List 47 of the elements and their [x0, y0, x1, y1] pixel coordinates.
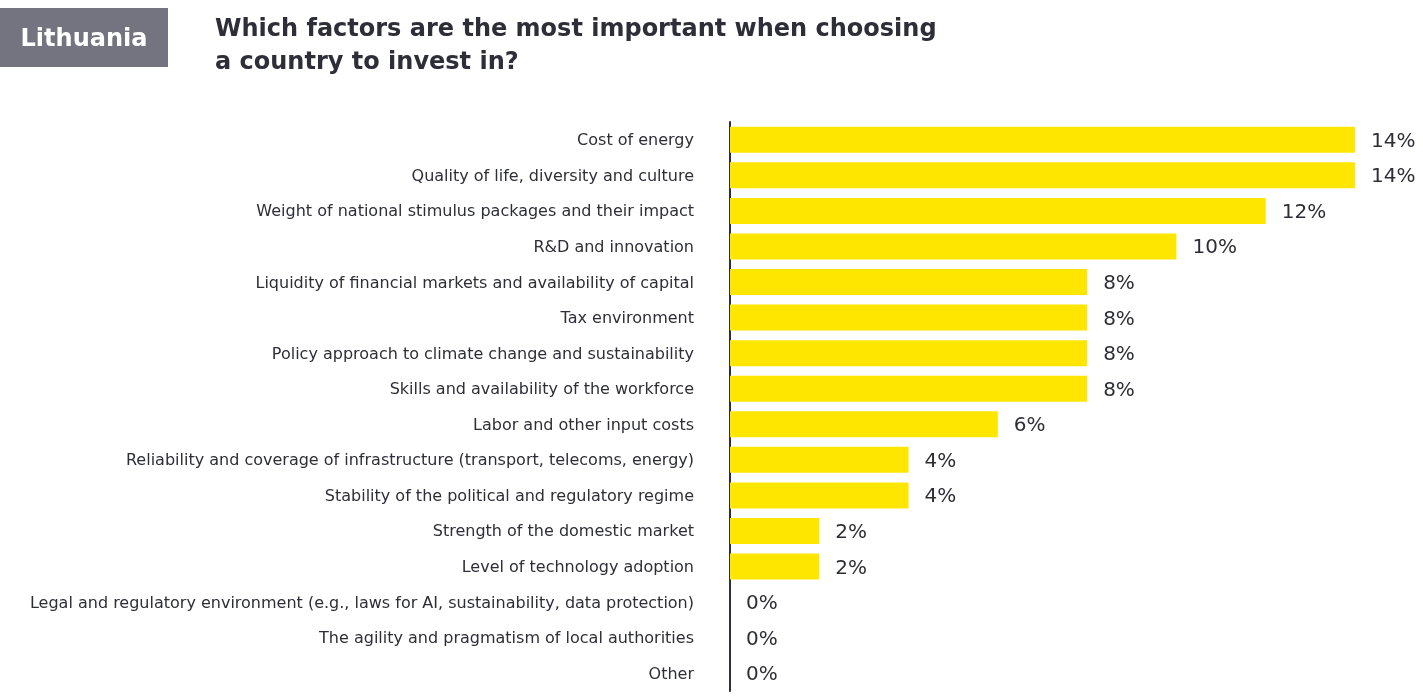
y-tick-label: Tax environment: [559, 308, 694, 328]
data-label: 2%: [835, 554, 868, 579]
y-tick-label: Policy approach to climate change and sustainability: [271, 343, 694, 363]
bar: [730, 162, 1355, 189]
y-tick-label: Stability of the political and regulatory regime: [324, 485, 694, 505]
bar: [730, 197, 1266, 224]
bar: [730, 411, 998, 438]
data-label: 8%: [1103, 376, 1135, 401]
bar: [730, 340, 1088, 367]
data-label: 8%: [1103, 270, 1135, 295]
y-tick-label: Legal and regulatory environment (e.g., laws for AI, sustainability, data protection): [29, 592, 694, 612]
y-tick-label: Other: [648, 663, 695, 683]
y-tick-label: Skills and availability of the workforce: [389, 379, 694, 399]
bar: [730, 126, 1355, 153]
data-label: 14%: [1371, 163, 1416, 188]
bar: [730, 304, 1088, 331]
data-label: 0%: [746, 625, 778, 650]
data-label: 12%: [1281, 198, 1327, 223]
data-label: 8%: [1103, 305, 1135, 330]
data-label: 14%: [1371, 127, 1416, 152]
bar: [730, 553, 820, 580]
data-label: 6%: [1013, 412, 1046, 437]
data-label: 0%: [746, 661, 778, 686]
bar: [730, 375, 1088, 402]
data-label: 0%: [746, 590, 778, 615]
y-tick-label: Strength of the domestic market: [432, 521, 694, 541]
bar: [730, 269, 1088, 296]
bar: [730, 482, 909, 509]
bar: [730, 446, 909, 473]
data-label: 4%: [924, 447, 957, 472]
bar: [730, 517, 820, 544]
y-tick-label: R&D and innovation: [533, 236, 694, 256]
y-tick-label: Cost of energy: [577, 130, 694, 150]
y-tick-label: Quality of life, diversity and culture: [411, 165, 694, 185]
text: Lithuania: [20, 23, 148, 52]
y-tick-label: The agility and pragmatism of local authorities: [318, 628, 694, 648]
data-label: 4%: [924, 483, 957, 508]
chart-title: Which factors are the most important when choosing a country to invest in?: [215, 13, 937, 75]
data-label: 8%: [1103, 341, 1135, 366]
bar: [730, 233, 1177, 260]
y-tick-label: Level of technology adoption: [461, 557, 694, 577]
y-tick-label: Reliability and coverage of infrastructure (transport, telecoms, energy): [125, 450, 694, 470]
data-label: 10%: [1192, 234, 1237, 259]
y-tick-label: Liquidity of financial markets and availability of capital: [255, 272, 694, 292]
data-label: 2%: [835, 518, 868, 543]
y-tick-label: Weight of national stimulus packages and their impact: [256, 201, 694, 221]
y-tick-label: Labor and other input costs: [473, 414, 694, 434]
